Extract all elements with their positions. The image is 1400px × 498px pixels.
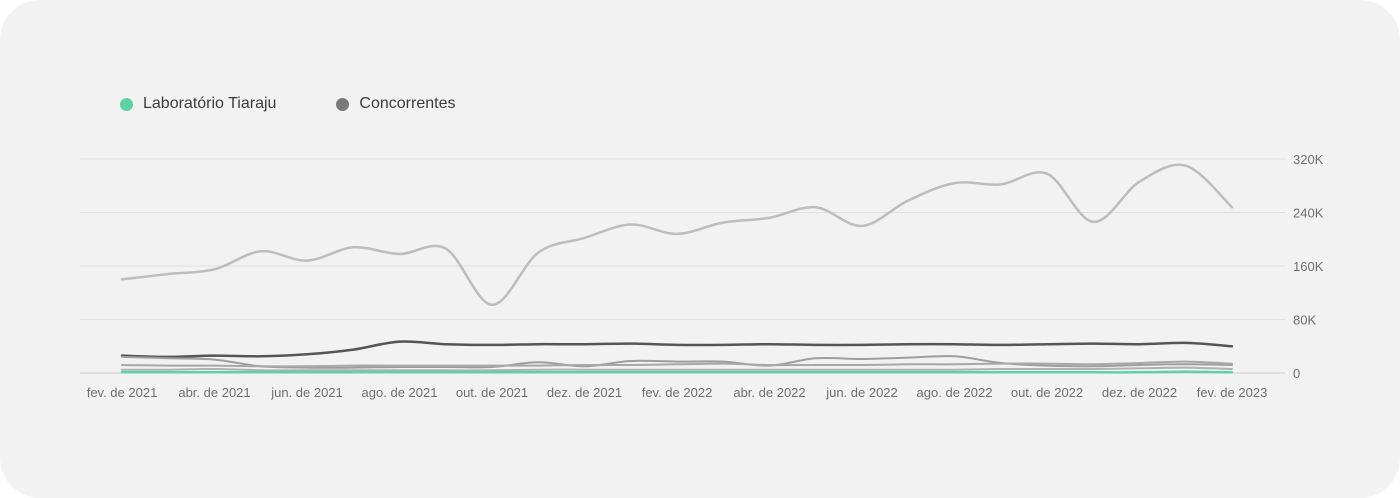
- y-tick-label: 160K: [1293, 259, 1324, 274]
- legend-item-concorrentes[interactable]: Concorrentes: [336, 95, 455, 113]
- series-line-4: [121, 360, 1233, 368]
- x-tick-label: out. de 2021: [456, 385, 528, 400]
- x-axis-tick-labels: fev. de 2021 abr. de 2021 jun. de 2021 ago.…: [87, 385, 1268, 400]
- y-tick-label: 320K: [1293, 152, 1324, 167]
- x-tick-label: ago. de 2021: [362, 385, 438, 400]
- x-tick-label: abr. de 2021: [178, 385, 250, 400]
- legend-label-concorrentes: Concorrentes: [359, 95, 456, 112]
- x-tick-label: ago. de 2022: [917, 385, 993, 400]
- series-lines: [120, 163, 1234, 374]
- series-line-3: [121, 355, 1233, 369]
- legend-dot-concorrentes: [336, 97, 350, 111]
- x-tick-label: abr. de 2022: [733, 385, 805, 400]
- chart-legend: Laboratório Tiaraju Concorrentes: [120, 95, 455, 113]
- y-tick-label: 80K: [1293, 313, 1316, 328]
- x-tick-label: dez. de 2021: [547, 385, 622, 400]
- series-line-5: [121, 366, 1233, 372]
- legend-label-laboratorio-tiaraju: Laboratório Tiaraju: [143, 95, 277, 112]
- grid-lines: [80, 158, 1285, 374]
- x-tick-label: out. de 2022: [1011, 385, 1083, 400]
- y-tick-label: 240K: [1293, 206, 1324, 221]
- y-axis-tick-labels: 0 80K 160K 240K 320K: [1293, 152, 1324, 381]
- x-tick-label: fev. de 2023: [1197, 385, 1268, 400]
- x-tick-label: fev. de 2022: [642, 385, 713, 400]
- legend-dot-laboratorio-tiaraju: [120, 97, 133, 111]
- x-tick-label: dez. de 2022: [1102, 385, 1177, 400]
- series-line-6: [120, 370, 1234, 374]
- legend-item-laboratorio-tiaraju[interactable]: Laboratório Tiaraju: [120, 95, 276, 113]
- series-line-1: [120, 163, 1234, 307]
- y-tick-label: 0: [1293, 366, 1300, 381]
- x-tick-label: jun. de 2021: [270, 385, 343, 400]
- series-line-2: [120, 340, 1234, 359]
- x-tick-label: fev. de 2021: [87, 385, 158, 400]
- x-tick-label: jun. de 2022: [825, 385, 898, 400]
